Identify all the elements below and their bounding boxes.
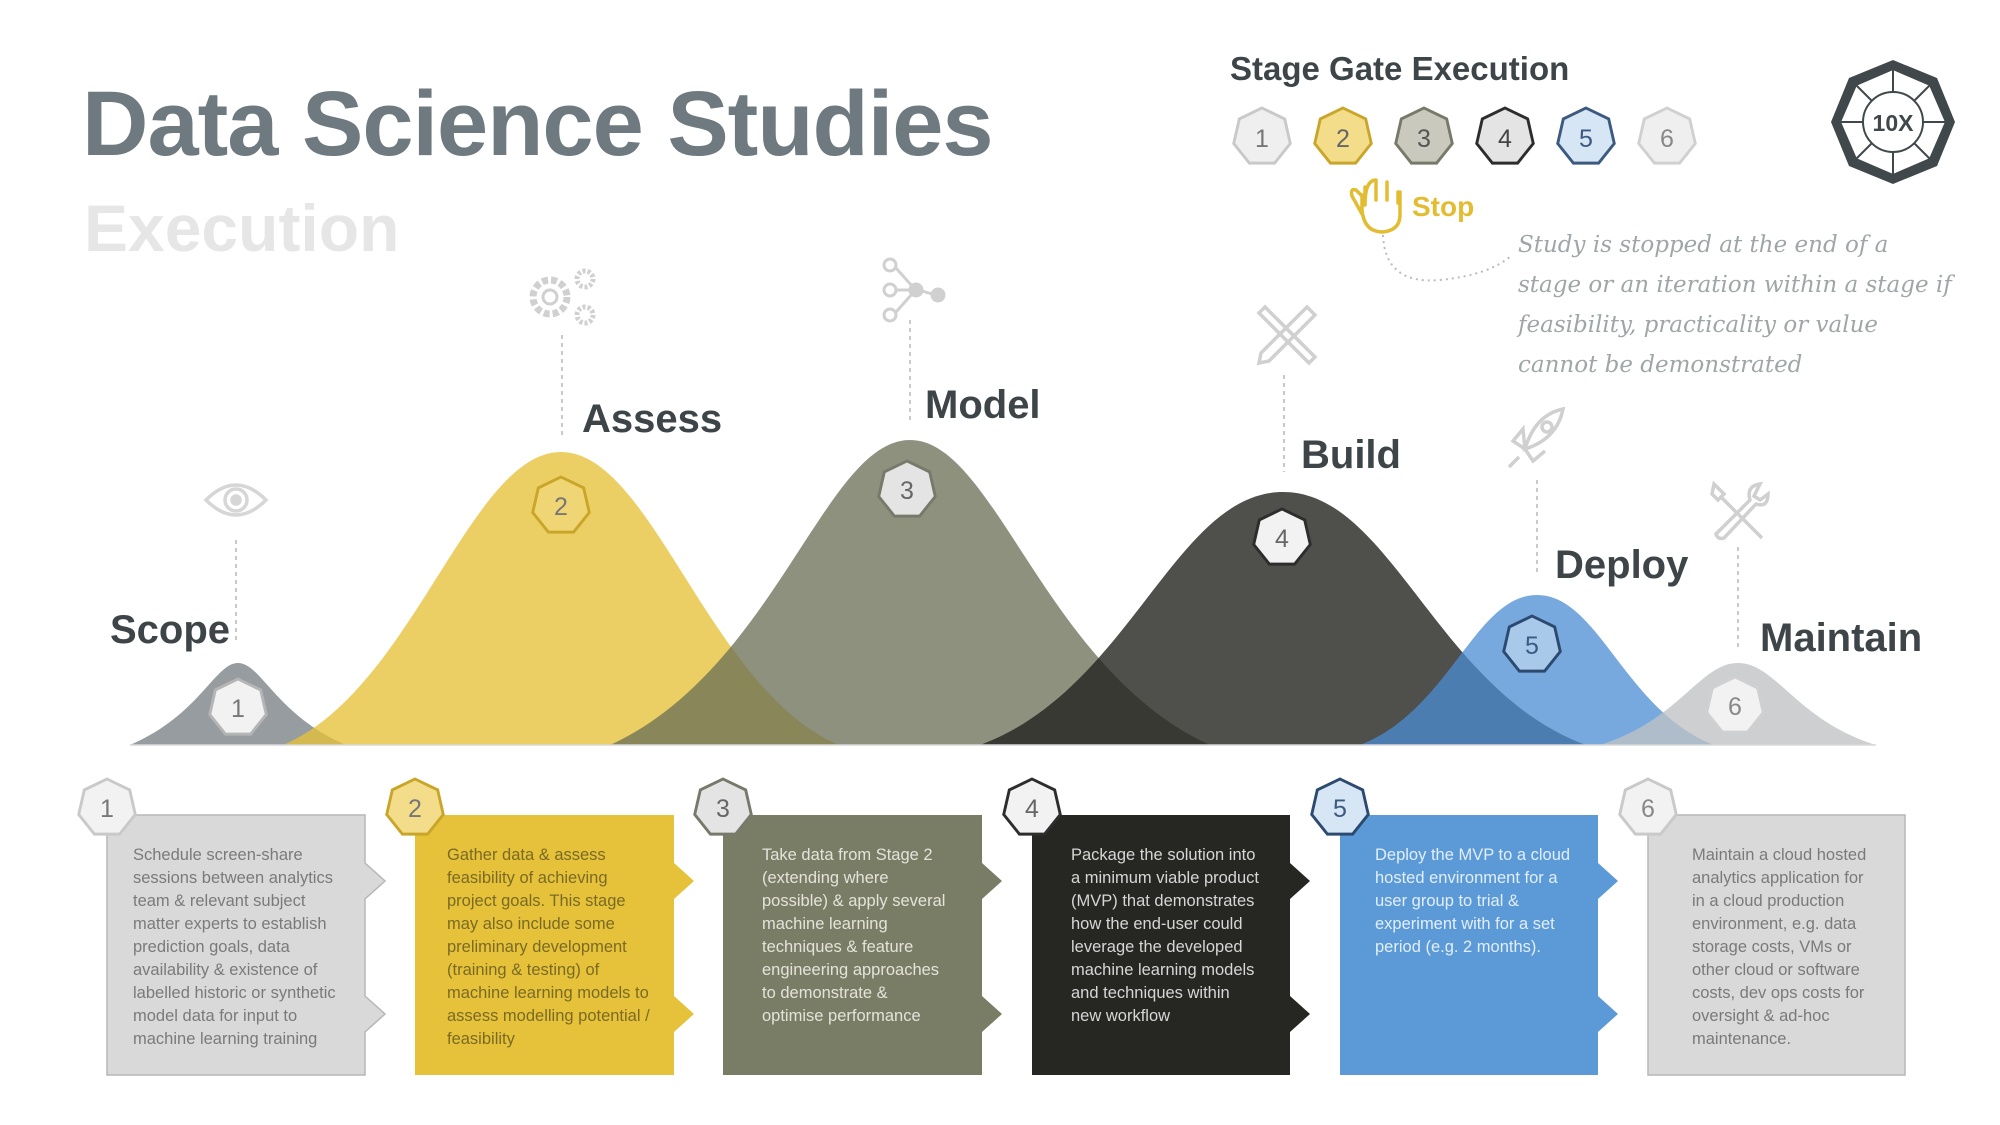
description-boxes xyxy=(106,814,1906,1076)
svg-text:5: 5 xyxy=(1525,632,1539,660)
box-markers: 1 2 3 4 5 6 xyxy=(79,779,1677,834)
icon-leaders xyxy=(235,320,1739,650)
network-icon xyxy=(882,257,946,323)
box-marker-2: 2 xyxy=(387,779,444,834)
desc-box-2 xyxy=(415,815,694,1075)
svg-text:6: 6 xyxy=(1728,693,1742,721)
gate-5-label: 5 xyxy=(1579,125,1593,153)
box-marker-1: 1 xyxy=(79,779,136,834)
stage-label-build: Build xyxy=(1301,433,1401,477)
curve-marker-6: 6 xyxy=(1707,677,1764,732)
stage-description-3: Take data from Stage 2 (extending where … xyxy=(762,846,946,1025)
stage-label-assess: Assess xyxy=(582,397,723,441)
curve-marker-1: 1 xyxy=(210,679,267,734)
stage-description-5: Deploy the MVP to a cloud hosted environ… xyxy=(1375,846,1571,956)
desc-box-1 xyxy=(106,814,387,1076)
stop-hand-icon xyxy=(1349,178,1402,234)
10x-badge-icon: 10X xyxy=(1831,60,1955,184)
gate-6-label: 6 xyxy=(1660,125,1674,153)
stage-description-1: Schedule screen-share sessions between a… xyxy=(133,846,336,1048)
rocket-icon xyxy=(1507,406,1566,469)
badge-label: 10X xyxy=(1873,110,1915,136)
stage-description-6: Maintain a cloud hosted analytics applic… xyxy=(1692,846,1867,1048)
tools-icon xyxy=(1710,480,1770,541)
gate-6-hexagon: 6 xyxy=(1639,108,1696,163)
curve-markers: 1 2 3 4 5 6 xyxy=(210,461,1764,734)
gate-3-label: 3 xyxy=(1417,125,1431,153)
curve-build xyxy=(980,492,1586,745)
svg-text:5: 5 xyxy=(1333,795,1347,823)
page-subtitle: Execution xyxy=(84,191,400,265)
box-marker-3: 3 xyxy=(695,779,752,834)
gate-3-hexagon: 3 xyxy=(1396,108,1453,163)
curve-marker-4: 4 xyxy=(1254,509,1311,564)
gate-4-label: 4 xyxy=(1498,125,1512,153)
box-marker-6: 6 xyxy=(1620,779,1677,834)
desc-box-3 xyxy=(723,815,1002,1075)
curve-marker-3: 3 xyxy=(879,461,936,516)
svg-text:2: 2 xyxy=(408,795,422,823)
desc-box-6 xyxy=(1647,814,1906,1076)
eye-icon xyxy=(203,483,269,517)
gate-2-hexagon: 2 xyxy=(1315,108,1372,163)
stage-gate-title: Stage Gate Execution xyxy=(1230,50,1570,87)
stop-connector xyxy=(1382,234,1513,282)
svg-text:3: 3 xyxy=(716,795,730,823)
svg-text:6: 6 xyxy=(1641,795,1655,823)
pencil-ruler-icon xyxy=(1256,304,1318,366)
box-marker-4: 4 xyxy=(1004,779,1061,834)
gate-2-label: 2 xyxy=(1336,125,1350,153)
svg-text:1: 1 xyxy=(100,795,114,823)
desc-box-4 xyxy=(1032,815,1310,1075)
curve-marker-5: 5 xyxy=(1504,616,1561,671)
gate-1-hexagon: 1 xyxy=(1234,108,1291,163)
svg-text:2: 2 xyxy=(554,493,568,521)
stage-description-4: Package the solution into a minimum viab… xyxy=(1071,846,1259,1025)
stop-label: Stop xyxy=(1412,191,1475,222)
stage-label-deploy: Deploy xyxy=(1555,543,1689,587)
gate-4-hexagon: 4 xyxy=(1477,108,1534,163)
gate-1-label: 1 xyxy=(1255,125,1269,153)
gate-5-hexagon: 5 xyxy=(1558,108,1615,163)
svg-text:1: 1 xyxy=(231,695,245,723)
svg-text:4: 4 xyxy=(1275,525,1289,553)
curve-model xyxy=(610,440,1210,745)
svg-text:4: 4 xyxy=(1025,795,1039,823)
svg-text:3: 3 xyxy=(900,477,914,505)
stop-note: Study is stopped at the end of a stage o… xyxy=(1518,232,1952,378)
curve-assess xyxy=(283,452,839,745)
stage-label-maintain: Maintain xyxy=(1760,616,1923,660)
stage-label-scope: Scope xyxy=(110,608,231,652)
desc-box-5 xyxy=(1340,815,1618,1075)
gears-icon xyxy=(529,268,596,326)
box-marker-5: 5 xyxy=(1312,779,1369,834)
curve-marker-2: 2 xyxy=(533,477,590,532)
gate-legend: 1 2 3 4 5 6 xyxy=(1234,108,1696,163)
stage-curves xyxy=(130,440,1876,746)
stage-description-2: Gather data & assess feasibility of achi… xyxy=(447,846,650,1048)
stage-label-model: Model xyxy=(925,383,1041,427)
page-title: Data Science Studies xyxy=(82,73,994,175)
